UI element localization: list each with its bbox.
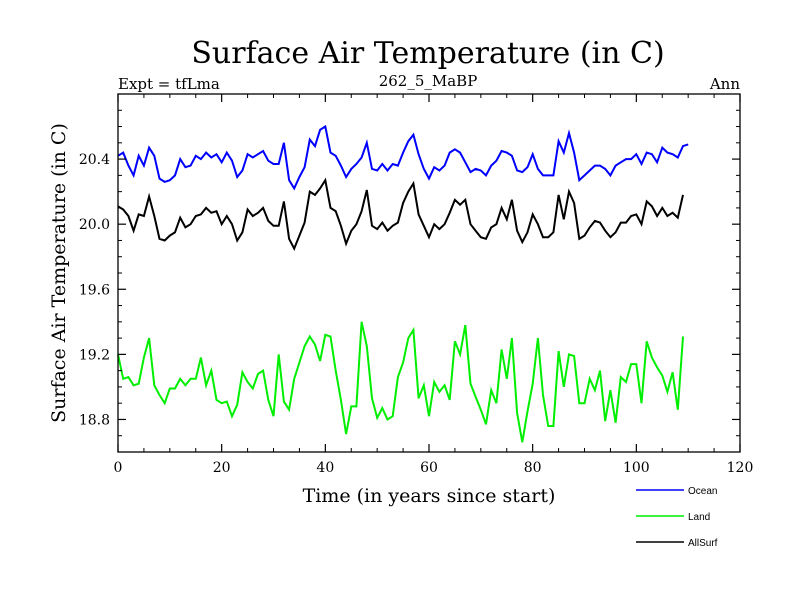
period-label: 262_5_MaBP	[379, 72, 478, 90]
x-tick-label: 60	[420, 460, 438, 476]
legend-label-land: Land	[688, 512, 710, 523]
x-tick-label: 100	[623, 460, 650, 476]
y-tick-label: 18.8	[79, 412, 110, 428]
x-tick-label: 20	[213, 460, 231, 476]
plot-series	[117, 124, 689, 443]
y-tick-label: 19.6	[79, 282, 110, 298]
y-tick-label: 20.0	[79, 217, 110, 233]
y-tick-label: 19.2	[79, 347, 110, 363]
legend-label-allsurf: AllSurf	[688, 538, 718, 549]
x-tick-label: 40	[316, 460, 334, 476]
y-axis-label: Surface Air Temperature (in C)	[48, 123, 70, 423]
x-tick-label: 0	[114, 460, 123, 476]
x-tick-label: 80	[524, 460, 542, 476]
legend: Ocean Land AllSurf	[636, 486, 718, 549]
x-axis-label: Time (in years since start)	[303, 485, 556, 507]
y-axis: 18.8 19.2 19.6 20.0 20.4	[79, 93, 740, 453]
y-tick-label: 20.4	[79, 152, 110, 168]
chart-title: Surface Air Temperature (in C)	[191, 36, 664, 71]
legend-label-ocean: Ocean	[688, 486, 717, 497]
x-axis: 0 20 40 60 80 100 120	[114, 94, 754, 476]
series-line-ocean	[117, 124, 689, 191]
plot-frame	[117, 93, 741, 453]
season-label: Ann	[709, 75, 740, 93]
experiment-label: Expt = tfLma	[118, 75, 220, 93]
series-line-allsurf	[117, 177, 684, 251]
x-tick-label: 120	[727, 460, 754, 476]
series-line-land	[117, 321, 684, 443]
